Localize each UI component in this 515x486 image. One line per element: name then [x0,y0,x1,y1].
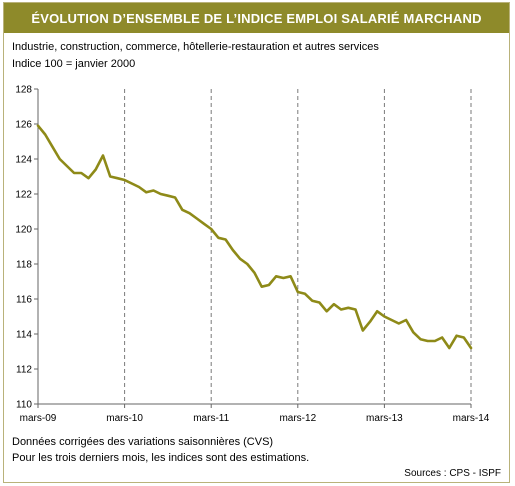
data-point-10 [109,175,111,177]
x-tick-label-2: mars-11 [193,413,229,424]
data-point-9 [102,154,104,156]
chart-subtitle: Industrie, construction, commerce, hôtel… [12,41,379,53]
axes [34,88,472,408]
data-point-49 [390,319,392,321]
data-point-17 [159,193,161,195]
data-point-47 [376,310,378,312]
data-point-14 [138,186,140,188]
data-point-22 [196,217,198,219]
data-point-42 [340,308,342,310]
data-point-19 [174,196,176,198]
x-tick-label-5: mars-14 [453,413,490,424]
data-point-25 [217,237,219,239]
data-point-50 [398,322,400,324]
y-tick-label-114: 114 [16,330,32,341]
data-point-34 [282,277,284,279]
data-point-23 [203,223,205,225]
data-point-0 [37,125,39,127]
data-point-56 [441,336,443,338]
grid-lines [124,89,472,404]
y-tick-label-120: 120 [15,225,32,236]
y-tick-label-128: 128 [15,85,32,96]
y-tick-label-112: 112 [16,365,32,376]
data-point-12 [123,179,125,181]
y-tick-labels: 110 112 114 116 118 120 122 124 126 128 [15,85,32,411]
data-point-15 [145,191,147,193]
data-point-54 [427,340,429,342]
data-point-3 [58,158,60,160]
x-tick-labels: mars-09 mars-10 mars-11 mars-12 mars-13 mars-… [20,413,490,424]
data-point-1 [44,133,46,135]
series-line-0 [36,124,473,350]
data-point-16 [152,189,154,191]
data-point-53 [419,338,421,340]
data-point-43 [347,307,349,309]
data-point-44 [354,308,356,310]
data-point-37 [304,293,306,295]
y-tick-label-122: 122 [15,190,32,201]
data-point-60 [470,347,472,349]
data-point-26 [224,238,226,240]
data-point-29 [246,263,248,265]
data-point-48 [383,315,385,317]
data-point-52 [412,331,414,333]
y-tick-label-126: 126 [15,120,32,131]
data-point-32 [268,284,270,286]
data-point-4 [66,165,68,167]
data-point-45 [362,329,364,331]
data-point-40 [325,310,327,312]
data-point-41 [333,303,335,305]
y-tick-label-118: 118 [16,260,32,271]
data-point-38 [311,300,313,302]
cvs-note: Données corrigées des variations saisonn… [12,436,274,448]
data-point-51 [405,319,407,321]
data-point-21 [188,212,190,214]
data-point-30 [253,272,255,274]
data-point-28 [239,258,241,260]
data-point-55 [434,340,436,342]
data-point-20 [181,209,183,211]
data-point-33 [275,275,277,277]
estimate-note: Pour les trois derniers mois, les indice… [12,452,310,464]
data-point-24 [210,228,212,230]
data-point-7 [87,177,89,179]
data-point-35 [289,275,291,277]
data-point-57 [448,347,450,349]
data-point-6 [80,172,82,174]
chart-index-base: Indice 100 = janvier 2000 [12,58,136,70]
x-tick-label-4: mars-13 [366,413,403,424]
data-point-31 [261,286,263,288]
data-point-5 [73,172,75,174]
data-point-58 [455,335,457,337]
y-tick-label-116: 116 [16,295,32,306]
data-point-8 [95,168,97,170]
data-point-46 [369,321,371,323]
x-tick-label-0: mars-09 [20,413,57,424]
data-point-11 [116,177,118,179]
data-point-27 [232,249,234,251]
series-layer [36,124,473,350]
x-tick-label-3: mars-12 [279,413,316,424]
x-tick-label-1: mars-10 [106,413,143,424]
data-point-2 [51,146,53,148]
data-point-18 [167,195,169,197]
data-point-36 [297,291,299,293]
data-point-59 [463,336,465,338]
chart-frame: ÉVOLUTION D’ENSEMBLE DE L’INDICE EMPLOI … [3,2,510,483]
source-label: Sources : CPS - ISPF [404,468,501,479]
y-tick-label-124: 124 [15,155,32,166]
data-point-39 [318,301,320,303]
chart-title: ÉVOLUTION D’ENSEMBLE DE L’INDICE EMPLOI … [4,3,509,33]
y-tick-label-110: 110 [16,400,32,411]
data-point-13 [131,182,133,184]
